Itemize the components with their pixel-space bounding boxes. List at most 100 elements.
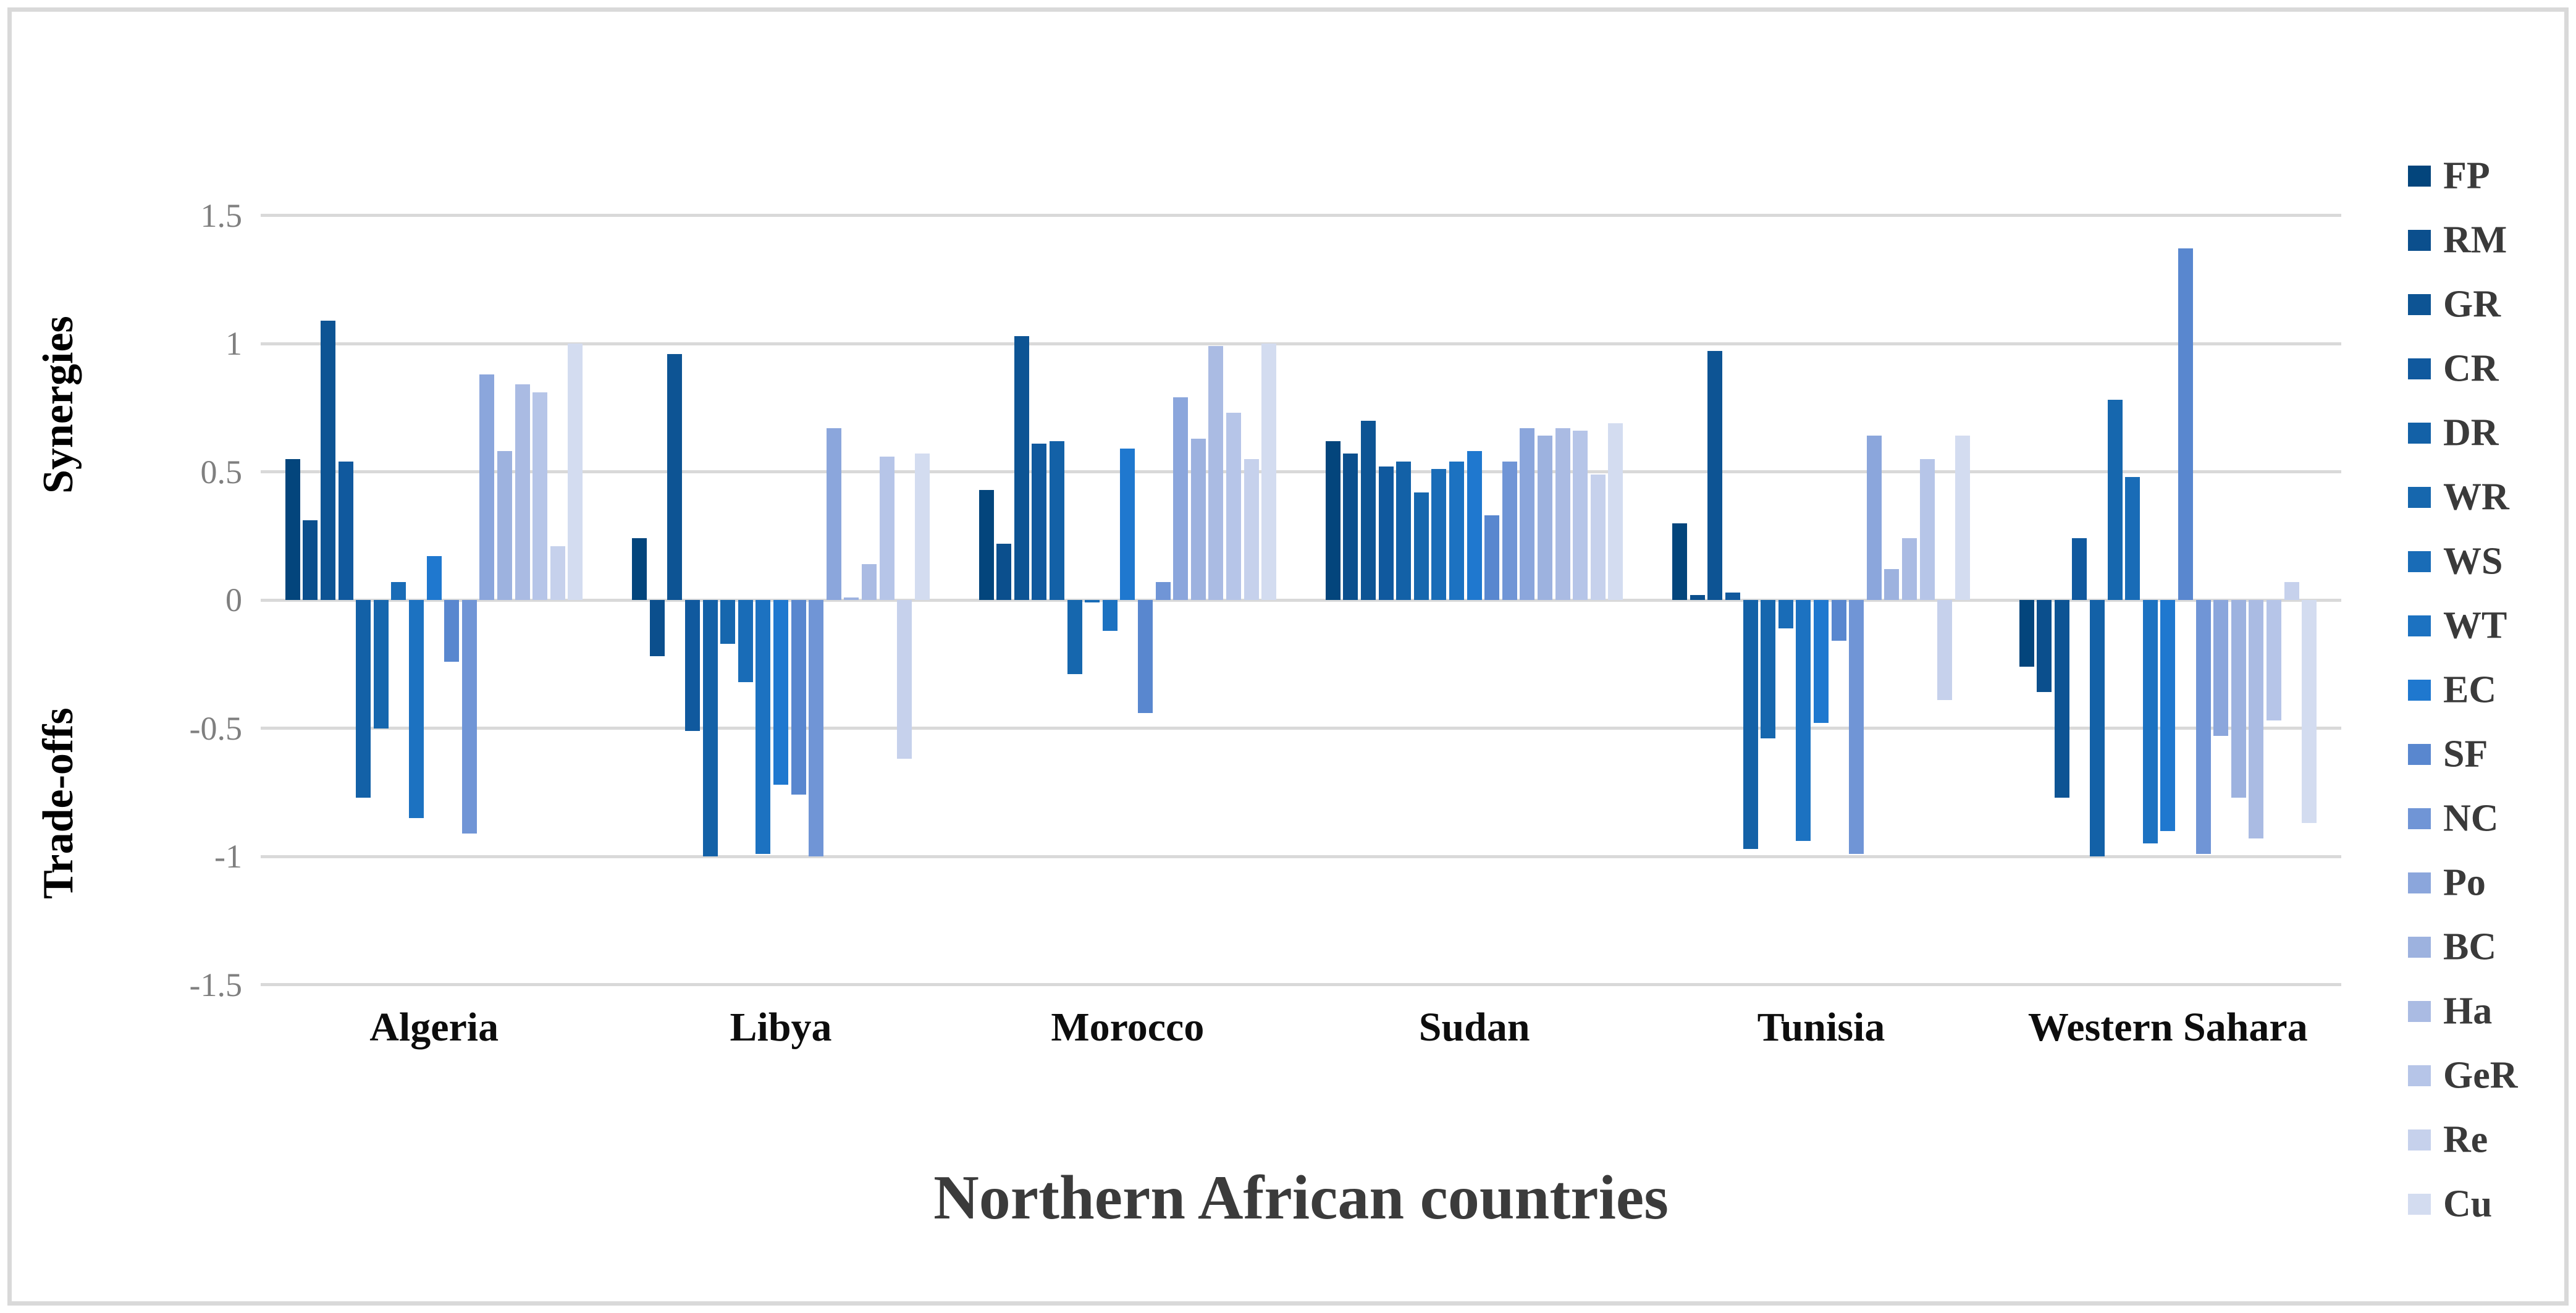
legend-label-WT: WT [2443,604,2507,647]
legend-item-FP: FP [2408,155,2569,197]
x-category-label-tunisia: Tunisia [1757,1005,1885,1050]
bar-WS-libya [738,600,753,682]
bar-FP-morocco [979,489,994,600]
bar-FP-sudan [1325,441,1341,600]
bar-Ha-algeria [515,384,530,600]
legend-swatch-RM [2408,230,2431,251]
gridline--1 [261,855,2341,858]
bar-Ha-western-sahara [2249,600,2264,838]
bar-Re-libya [897,600,912,759]
bar-RM-morocco [996,543,1012,600]
legend-swatch-Ha [2408,1001,2431,1022]
legend-label-Ha: Ha [2443,990,2493,1032]
bar-Re-morocco [1244,458,1259,600]
legend-label-NC: NC [2443,797,2499,840]
legend-swatch-Po [2408,872,2431,893]
gridline-0 [261,598,2341,602]
legend-item-EC: EC [2408,669,2569,711]
legend-swatch-NC [2408,808,2431,829]
bar-GR-western-sahara [2054,600,2069,798]
bar-Cu-tunisia [1955,436,1970,600]
bar-FP-western-sahara [2019,600,2034,667]
bar-Ha-sudan [1555,428,1570,600]
y-tick-label: 1 [225,325,242,362]
legend-swatch-BC [2408,937,2431,958]
legend-swatch-WT [2408,615,2431,636]
bar-Po-morocco [1173,397,1189,600]
figure-border [7,7,2569,1306]
bar-RM-algeria [303,520,318,600]
bar-GeR-morocco [1226,413,1241,600]
bar-RM-tunisia [1690,594,1705,600]
legend-item-WT: WT [2408,605,2569,647]
legend-item-Po: Po [2408,862,2569,904]
legend-label-WR: WR [2443,476,2509,518]
bar-BC-sudan [1538,436,1553,600]
bar-GR-morocco [1014,336,1029,600]
bar-GeR-western-sahara [2266,600,2281,721]
gridline--1.5 [261,983,2341,986]
bar-CR-western-sahara [2072,538,2087,600]
bar-Po-sudan [1520,428,1535,600]
bar-Ha-morocco [1208,346,1224,600]
bar-NC-tunisia [1849,600,1864,854]
bar-DR-western-sahara [2089,600,2105,856]
bar-Cu-western-sahara [2302,600,2317,824]
bar-WS-morocco [1085,600,1100,603]
legend-swatch-Cu [2408,1194,2431,1215]
bar-SF-morocco [1137,600,1153,713]
legend-item-Ha: Ha [2408,990,2569,1032]
legend-item-Cu: Cu [2408,1183,2569,1225]
bar-WS-tunisia [1778,600,1793,628]
legend-label-WS: WS [2443,540,2503,583]
bar-Cu-sudan [1608,423,1623,600]
legend-swatch-FP [2408,166,2431,187]
bar-Po-tunisia [1866,436,1882,600]
bar-DR-morocco [1049,441,1064,600]
gridline-1.5 [261,214,2341,217]
bar-GR-libya [667,353,683,600]
bar-Ha-tunisia [1902,538,1917,600]
bar-GeR-libya [879,456,894,600]
bar-GeR-algeria [532,392,548,600]
bar-WT-morocco [1102,600,1118,631]
bar-BC-tunisia [1884,569,1900,600]
legend-swatch-SF [2408,744,2431,765]
bar-SF-libya [791,600,806,795]
bar-GeR-tunisia [1919,458,1935,600]
bar-EC-sudan [1467,451,1482,600]
x-category-label-algeria: Algeria [369,1005,499,1050]
legend-item-WS: WS [2408,541,2569,583]
bar-GeR-sudan [1573,431,1588,600]
y-tick-label: 0 [225,581,242,619]
x-category-label-morocco: Morocco [1051,1005,1205,1050]
bar-DR-libya [702,600,718,856]
legend-swatch-CR [2408,358,2431,379]
bar-Re-tunisia [1937,600,1953,700]
bar-SF-sudan [1484,515,1500,600]
legend-item-CR: CR [2408,348,2569,390]
bar-WR-morocco [1067,600,1082,675]
bar-GR-sudan [1361,420,1376,600]
y-tick-label: 1.5 [200,196,243,234]
legend-swatch-EC [2408,680,2431,701]
legend-swatch-WR [2408,487,2431,508]
bar-GR-tunisia [1707,351,1723,600]
bar-Re-sudan [1590,474,1606,600]
bar-DR-tunisia [1743,600,1758,849]
bar-WS-western-sahara [2125,476,2140,600]
y-axis-title-tradeoffs: Trade-offs [35,707,82,899]
bar-CR-morocco [1032,443,1047,600]
legend-item-BC: BC [2408,926,2569,968]
bar-NC-algeria [461,600,477,834]
bar-RM-sudan [1343,454,1358,600]
bar-DR-algeria [356,600,371,798]
x-category-label-sudan: Sudan [1418,1005,1530,1050]
legend-item-DR: DR [2408,412,2569,454]
legend-label-Cu: Cu [2443,1183,2493,1225]
bar-WT-tunisia [1796,600,1811,842]
legend-label-SF: SF [2443,733,2488,775]
bar-WT-libya [756,600,771,854]
bar-Ha-libya [862,564,877,600]
bar-EC-tunisia [1814,600,1829,724]
